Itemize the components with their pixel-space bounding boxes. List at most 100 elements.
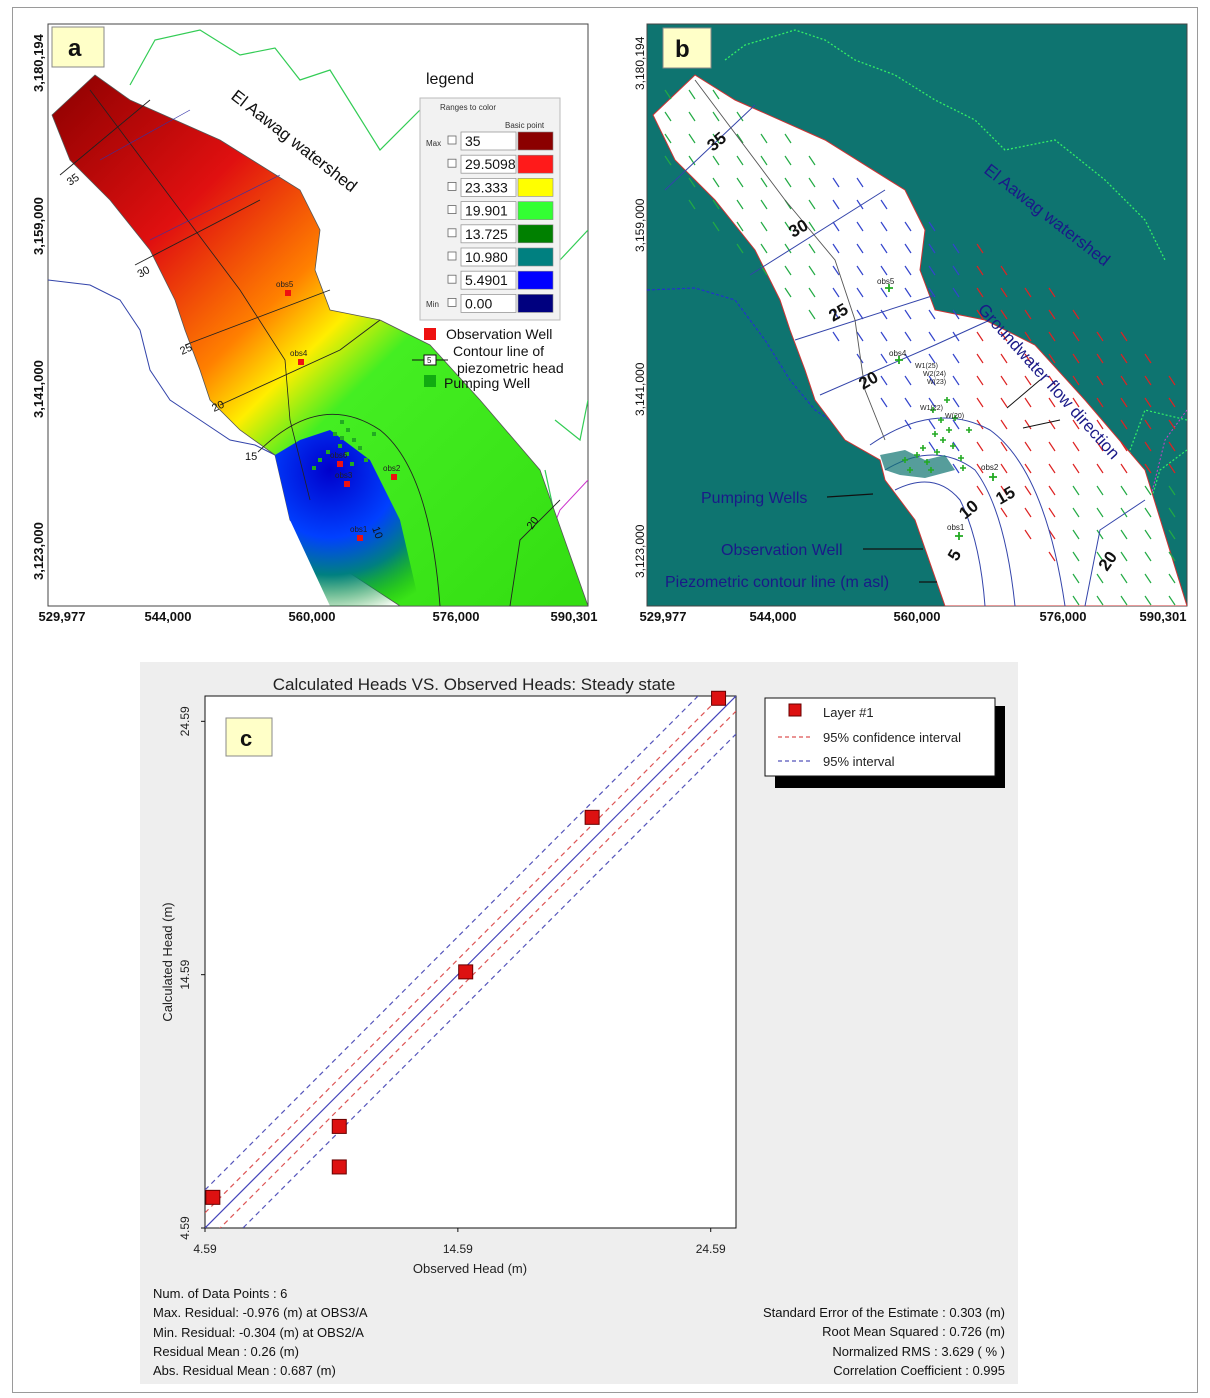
flow-arrow <box>880 287 888 298</box>
flow-arrow <box>976 397 984 408</box>
flow-arrow <box>880 331 888 342</box>
pumping-well-marker <box>907 467 913 473</box>
pumping-wells-a <box>312 420 376 470</box>
range-checkbox[interactable] <box>447 135 457 145</box>
range-value-box[interactable] <box>460 247 517 267</box>
flow-arrow <box>664 155 672 166</box>
flow-arrow <box>736 133 744 144</box>
svg-text:Pumping Well: Pumping Well <box>444 375 530 391</box>
flow-arrow <box>1144 353 1152 364</box>
range-checkbox[interactable] <box>447 251 457 261</box>
range-checkbox[interactable] <box>447 274 457 284</box>
svg-text:544,000: 544,000 <box>750 609 797 624</box>
pumping-well-marker <box>950 443 956 449</box>
flow-arrow <box>736 199 744 210</box>
pumping-well-marker <box>928 467 934 473</box>
range-swatch <box>517 224 554 244</box>
svg-text:W(23): W(23) <box>927 379 946 386</box>
range-value-box[interactable] <box>460 224 517 244</box>
flow-arrow <box>1144 419 1152 430</box>
flow-arrow <box>832 287 840 298</box>
flow-arrow <box>1096 353 1104 364</box>
pumping-well-marker <box>944 397 950 403</box>
flow-arrow <box>1048 529 1056 540</box>
stat-standard-error: Standard Error of the Estimate : 0.303 (… <box>762 1305 1005 1320</box>
flow-arrow <box>1144 573 1152 584</box>
flow-arrow <box>688 133 696 144</box>
flow-arrow <box>1096 507 1104 518</box>
range-value-box[interactable] <box>460 154 517 174</box>
svg-text:Ranges to color: Ranges to color <box>440 103 496 112</box>
range-checkbox[interactable] <box>447 205 457 215</box>
flow-arrow <box>1000 507 1008 518</box>
range-checkbox[interactable] <box>447 228 457 238</box>
flow-arrow <box>928 353 936 364</box>
flow-arrow <box>928 441 936 452</box>
flow-arrow <box>952 397 960 408</box>
range-value-box[interactable] <box>460 270 517 290</box>
flow-arrow <box>880 375 888 386</box>
flow-arrow <box>1072 551 1080 562</box>
range-value: 0.00 <box>465 295 492 311</box>
flow-arrow <box>808 177 816 188</box>
flow-arrow <box>1096 551 1104 562</box>
flow-arrow <box>664 89 672 100</box>
svg-text:529,977: 529,977 <box>39 609 86 624</box>
flow-arrow <box>1120 419 1128 430</box>
flow-arrows <box>664 89 1176 606</box>
flow-arrow <box>1168 551 1176 562</box>
range-value-box[interactable] <box>460 201 517 221</box>
pumping-well-marker <box>952 415 958 421</box>
flow-arrow <box>1000 287 1008 298</box>
flow-arrow <box>856 243 864 254</box>
flow-arrow <box>1120 397 1128 408</box>
flow-arrow <box>952 331 960 342</box>
flow-arrow <box>1120 463 1128 474</box>
flow-arrow <box>736 243 744 254</box>
range-checkbox[interactable] <box>447 181 457 191</box>
coastline-a <box>48 279 276 456</box>
flow-arrow <box>1168 507 1176 518</box>
svg-text:obs1: obs1 <box>350 525 368 534</box>
flow-arrow <box>880 243 888 254</box>
flow-arrow <box>784 221 792 232</box>
flow-arrow <box>976 419 984 430</box>
svg-text:obs2: obs2 <box>981 463 999 472</box>
svg-text:35: 35 <box>65 172 82 189</box>
pumping-well-marker <box>960 465 966 471</box>
flow-arrow <box>976 331 984 342</box>
flow-arrow <box>952 309 960 320</box>
flow-arrow <box>784 155 792 166</box>
flow-arrow <box>688 155 696 166</box>
svg-text:5: 5 <box>427 356 432 365</box>
stats-right: Standard Error of the Estimate : 0.303 (… <box>763 1303 1005 1380</box>
range-value-box[interactable] <box>460 293 517 313</box>
pumping-well-marker <box>940 437 946 443</box>
flow-arrow <box>1000 309 1008 320</box>
svg-text:W1(22): W1(22) <box>920 405 943 412</box>
range-checkbox[interactable] <box>447 158 457 168</box>
observation-wells-b <box>885 284 997 540</box>
flow-arrow <box>808 221 816 232</box>
svg-text:Observation Well: Observation Well <box>446 326 552 342</box>
range-checkbox[interactable] <box>447 297 457 307</box>
flow-arrow <box>1120 353 1128 364</box>
svg-text:30: 30 <box>136 264 153 281</box>
flow-arrow <box>688 199 696 210</box>
flow-arrow <box>1072 573 1080 584</box>
flow-arrow <box>1048 551 1056 562</box>
flow-arrow <box>1168 375 1176 386</box>
flow-arrow <box>1048 463 1056 474</box>
svg-text:piezometric head: piezometric head <box>457 360 564 376</box>
flow-arrow <box>1072 309 1080 320</box>
flow-arrow <box>1000 353 1008 364</box>
flow-arrow <box>856 221 864 232</box>
range-value-box[interactable] <box>460 131 517 151</box>
range-value-box[interactable] <box>460 177 517 197</box>
flow-arrow <box>1144 375 1152 386</box>
flow-arrow <box>904 243 912 254</box>
observation-wells-a: obs5 obs4 obs6 obs3 obs2 obs1 <box>276 280 401 541</box>
flow-arrow <box>832 221 840 232</box>
flow-arrow <box>1096 463 1104 474</box>
flow-arrow <box>760 199 768 210</box>
